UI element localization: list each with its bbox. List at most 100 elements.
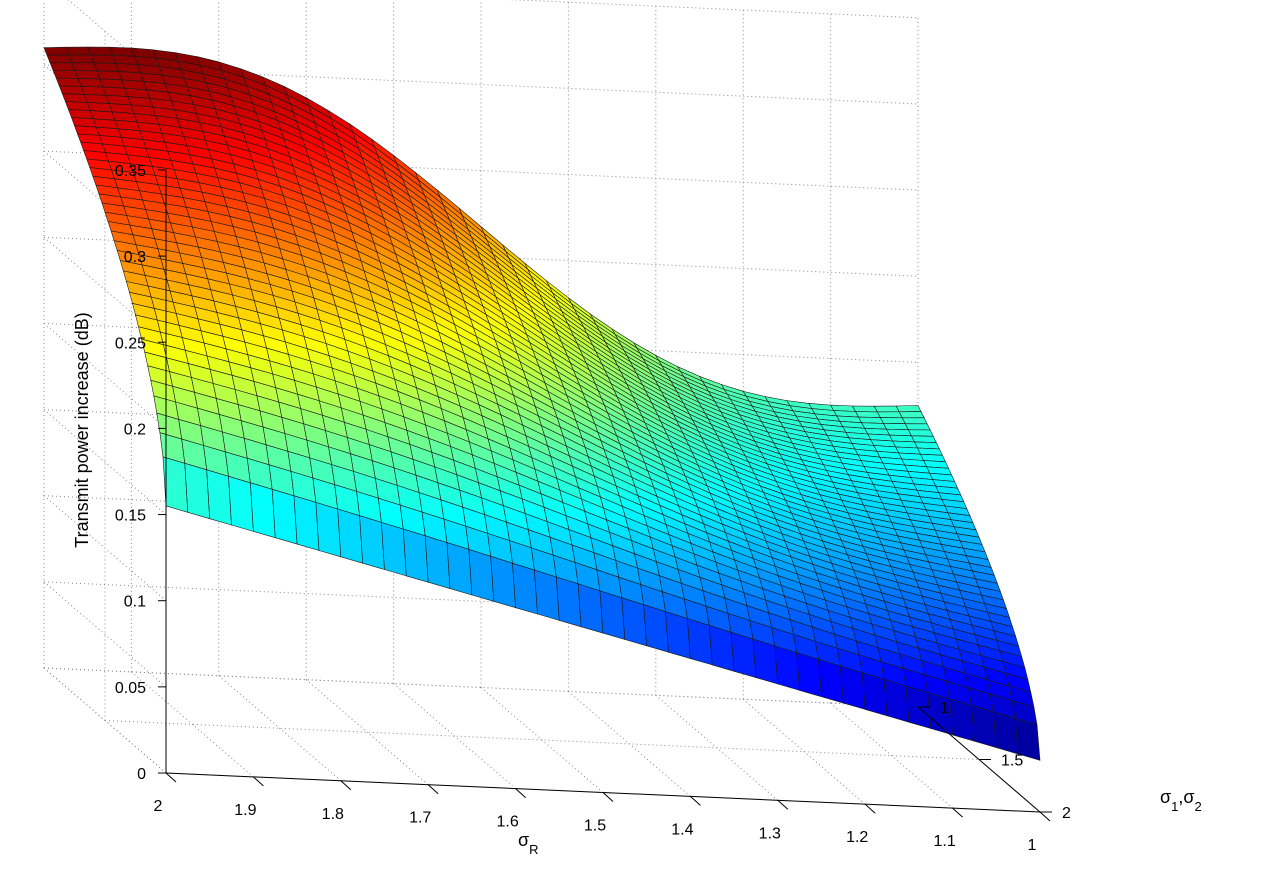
surface-patch [621, 597, 648, 647]
surface-patch [271, 488, 298, 545]
surface-patch [93, 62, 120, 72]
surface-patch [907, 429, 934, 437]
z-tick-label: 0.25 [115, 335, 146, 352]
surface-patch [796, 652, 822, 698]
surface-patch [687, 618, 713, 666]
surface-patch [52, 70, 79, 79]
surface-patch [46, 54, 73, 64]
surface-patch [68, 54, 95, 64]
surface-patch [55, 77, 82, 87]
surface-patch [949, 698, 975, 742]
x-tick [864, 803, 876, 814]
surface-patch [381, 521, 407, 577]
x-tick-label: 1.5 [584, 818, 606, 835]
x-tick [777, 799, 789, 810]
floor-grid-line [830, 702, 953, 809]
surface-patch [895, 405, 922, 413]
surface-patch [861, 672, 888, 717]
x-tick [690, 796, 701, 806]
surface-patch [512, 562, 538, 615]
surface-patch [61, 93, 88, 103]
surface-patch [876, 411, 903, 419]
surface-patch [818, 658, 844, 704]
surface-patch [599, 590, 626, 640]
surface-patch [904, 423, 931, 431]
surface-patch [883, 678, 910, 723]
surface-patch [184, 462, 211, 520]
surface-patch [293, 495, 320, 551]
surface-patch [80, 86, 107, 96]
y-axis-label: σ1,σ2 [1160, 787, 1202, 814]
y-tick-label: 2 [1062, 805, 1071, 822]
surface-patch [577, 583, 604, 634]
side-wall-grid-line [43, 409, 167, 515]
surface-patch [87, 46, 114, 56]
surface-patch [883, 423, 909, 431]
surface-patch [90, 54, 117, 64]
z-tick-label: 0.15 [115, 508, 146, 525]
x-tick-label: 1.2 [846, 829, 868, 846]
x-tick [952, 807, 963, 818]
x-tick-label: 1.9 [234, 802, 256, 819]
z-axis-label: Transmit power increase (dB) [72, 312, 92, 547]
surface-patch [665, 611, 691, 660]
surface-patch [898, 411, 925, 419]
x-tick [515, 788, 526, 798]
x-tick-label: 1.4 [671, 821, 693, 838]
surface-patch [43, 46, 70, 56]
z-tick-label: 0 [137, 766, 146, 783]
surface-patch [58, 85, 85, 95]
x-tick-label: 1.6 [496, 814, 518, 831]
surface-patch [77, 78, 104, 88]
surface-patch [752, 638, 779, 685]
surface-patch [555, 576, 582, 628]
surface-patch [99, 78, 126, 89]
side-wall-grid-line [67, 0, 167, 85]
x-tick [1039, 811, 1051, 822]
surface-patch [774, 645, 801, 691]
z-tick-label: 0.3 [124, 249, 146, 266]
x-tick-label: 1.1 [933, 833, 955, 850]
surface-patch [96, 70, 123, 81]
floor-grid-line [218, 675, 342, 782]
surface-patch [337, 508, 364, 564]
surface-patch [643, 604, 669, 653]
floor-grid-line [742, 698, 866, 805]
x-tick-label: 1 [1028, 837, 1037, 854]
surface-patch [71, 62, 98, 72]
surface-patch [109, 46, 135, 57]
x-tick-label: 1.8 [322, 806, 344, 823]
surface-patch [534, 569, 560, 621]
surface-patch [879, 417, 906, 425]
surface-patch [49, 62, 76, 71]
side-wall-grid-line [43, 581, 167, 688]
surface-patch [839, 665, 866, 710]
surface-patch [873, 405, 900, 413]
surface-patch [65, 46, 92, 56]
surface-patch [206, 469, 232, 526]
surface-patch [162, 456, 189, 513]
surface-patch [851, 405, 878, 413]
z-tick-label: 0.1 [124, 594, 146, 611]
x-tick-label: 1.3 [759, 825, 781, 842]
x-tick [165, 772, 177, 783]
floor-grid-line [305, 679, 429, 786]
z-tick-label: 0.35 [115, 163, 146, 180]
x-axis-label: σR [518, 830, 539, 857]
surface-patch [424, 535, 451, 590]
surface-patch [228, 475, 254, 532]
surface-patch [250, 482, 276, 539]
x-tick [602, 792, 614, 802]
y-tick-label: 1.5 [1001, 753, 1023, 770]
x-tick-label: 2 [154, 798, 163, 815]
x-tick [340, 780, 352, 791]
side-wall-grid-line [43, 323, 167, 429]
surface-patch [315, 501, 342, 558]
floor-grid-line [480, 687, 604, 793]
surface-patch [910, 435, 937, 443]
surface-patch [885, 428, 912, 437]
surface-patch [971, 704, 997, 749]
surface-patch [359, 515, 385, 570]
surface-patch [83, 94, 110, 104]
